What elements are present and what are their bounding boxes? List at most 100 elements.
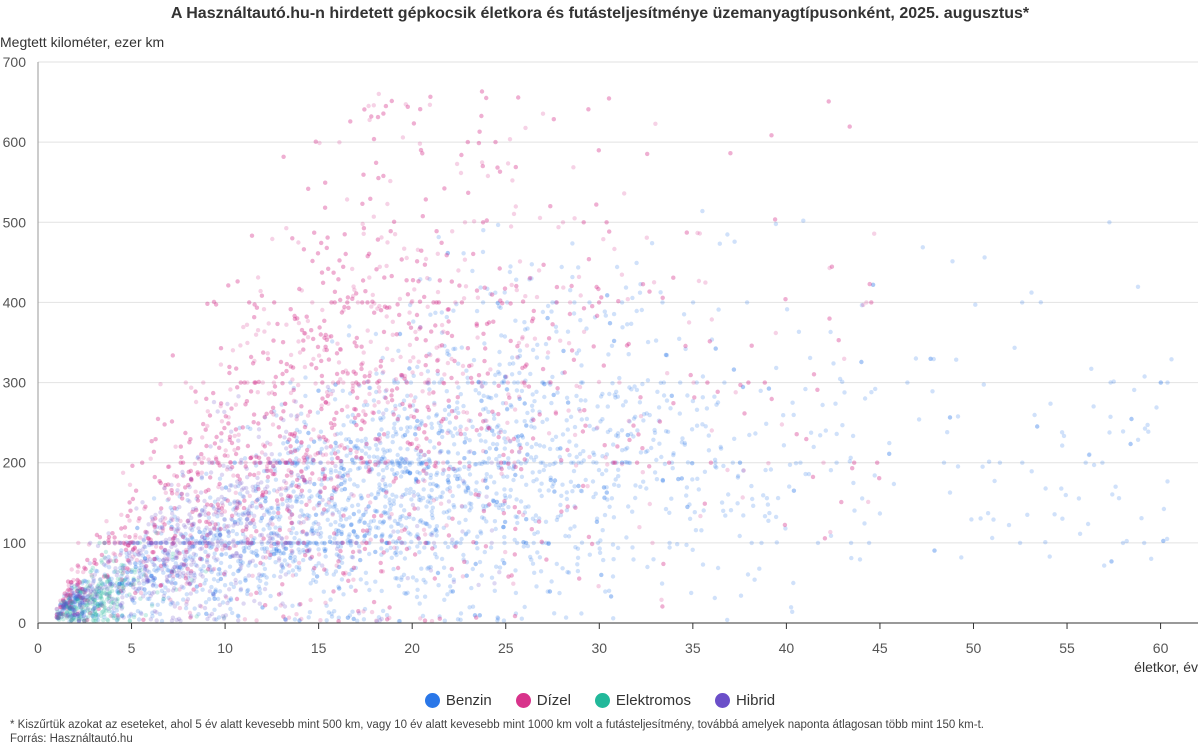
data-point-benzin: [301, 557, 306, 563]
data-point-dízel: [334, 487, 339, 492]
data-point-benzin: [564, 490, 569, 495]
data-point-benzin: [339, 540, 344, 546]
data-point-dízel: [371, 136, 377, 142]
data-point-benzin: [501, 524, 506, 530]
data-point-benzin: [336, 528, 341, 533]
data-point-dízel: [530, 436, 536, 441]
data-point-benzin: [945, 430, 950, 435]
data-point-benzin: [363, 436, 368, 441]
data-point-benzin: [477, 432, 482, 437]
data-point-benzin: [203, 600, 209, 605]
data-point-benzin: [297, 494, 302, 500]
data-point-dízel: [514, 287, 519, 293]
data-point-benzin: [333, 382, 338, 387]
data-point-dízel: [418, 616, 423, 621]
data-point-benzin: [905, 380, 910, 385]
data-point-benzin: [154, 584, 159, 589]
data-point-benzin: [493, 290, 498, 295]
data-point-benzin: [522, 419, 527, 424]
data-point-benzin: [293, 572, 299, 577]
data-point-benzin: [164, 540, 170, 546]
data-point-benzin: [236, 518, 241, 523]
data-point-dízel: [695, 230, 700, 236]
data-point-dízel: [251, 412, 257, 417]
data-point-benzin: [643, 449, 648, 455]
data-point-benzin: [1129, 416, 1134, 422]
data-point-dízel: [352, 415, 358, 421]
data-point-benzin: [479, 398, 484, 404]
data-point-benzin: [387, 500, 392, 506]
data-point-benzin: [71, 607, 76, 612]
data-point-dízel: [332, 417, 337, 422]
data-point-benzin: [463, 489, 469, 495]
data-point-dízel: [379, 538, 384, 543]
data-point-benzin: [490, 428, 495, 433]
data-point-benzin: [198, 539, 203, 544]
data-point-benzin: [434, 524, 440, 529]
data-point-dízel: [414, 312, 420, 318]
data-point-dízel: [513, 204, 518, 209]
data-point-benzin: [501, 380, 506, 385]
data-point-benzin: [380, 355, 385, 361]
data-point-benzin: [464, 573, 469, 578]
data-point-benzin: [477, 490, 482, 496]
data-point-benzin: [219, 552, 224, 557]
data-point-benzin: [545, 315, 550, 321]
data-point-benzin: [349, 522, 354, 527]
data-point-dízel: [475, 335, 480, 340]
data-point-benzin: [475, 534, 480, 539]
data-point-benzin: [671, 451, 676, 456]
data-point-benzin: [502, 534, 507, 540]
data-point-benzin: [168, 602, 173, 607]
data-point-dízel: [270, 422, 276, 427]
data-point-dízel: [544, 557, 549, 562]
data-point-dízel: [659, 597, 664, 602]
data-point-benzin: [552, 489, 557, 494]
data-point-dízel: [290, 573, 296, 578]
data-point-benzin: [859, 359, 864, 365]
data-point-benzin: [458, 424, 463, 429]
data-point-benzin: [478, 529, 483, 534]
data-point-benzin: [480, 380, 486, 385]
data-point-benzin: [439, 428, 444, 433]
data-point-dízel: [612, 246, 617, 252]
data-point-dízel: [867, 281, 872, 287]
data-point-benzin: [522, 604, 527, 610]
data-point-benzin: [522, 401, 527, 406]
data-point-benzin: [436, 431, 441, 436]
data-point-dízel: [245, 340, 250, 346]
data-point-benzin: [411, 489, 416, 495]
data-point-benzin: [641, 418, 646, 423]
data-point-benzin: [334, 444, 339, 449]
data-point-benzin: [565, 400, 571, 405]
data-point-benzin: [555, 390, 560, 395]
data-point-benzin: [317, 494, 323, 500]
data-point-benzin: [262, 573, 267, 578]
data-point-benzin: [522, 327, 528, 332]
data-point-dízel: [594, 202, 599, 207]
data-point-dízel: [238, 343, 243, 348]
data-point-dízel: [222, 425, 227, 431]
data-point-dízel: [305, 335, 311, 340]
data-point-benzin: [689, 590, 694, 596]
data-point-dízel: [259, 293, 265, 298]
data-point-benzin: [364, 581, 369, 586]
data-point-benzin: [332, 397, 338, 402]
data-point-benzin: [553, 434, 559, 439]
data-point-benzin: [240, 494, 245, 499]
data-point-dízel: [193, 389, 198, 394]
data-point-benzin: [583, 477, 588, 483]
data-point-benzin: [424, 504, 429, 509]
data-point-benzin: [77, 595, 83, 601]
data-point-benzin: [218, 560, 224, 566]
data-point-benzin: [501, 474, 506, 479]
data-point-benzin: [1129, 416, 1134, 422]
data-point-benzin: [204, 471, 209, 476]
data-point-benzin: [294, 460, 300, 465]
data-point-benzin: [1091, 462, 1097, 468]
data-point-benzin: [1165, 479, 1170, 484]
data-point-benzin: [467, 472, 473, 477]
data-point-benzin: [633, 483, 638, 488]
data-point-dízel: [435, 251, 440, 256]
data-point-benzin: [484, 485, 490, 490]
